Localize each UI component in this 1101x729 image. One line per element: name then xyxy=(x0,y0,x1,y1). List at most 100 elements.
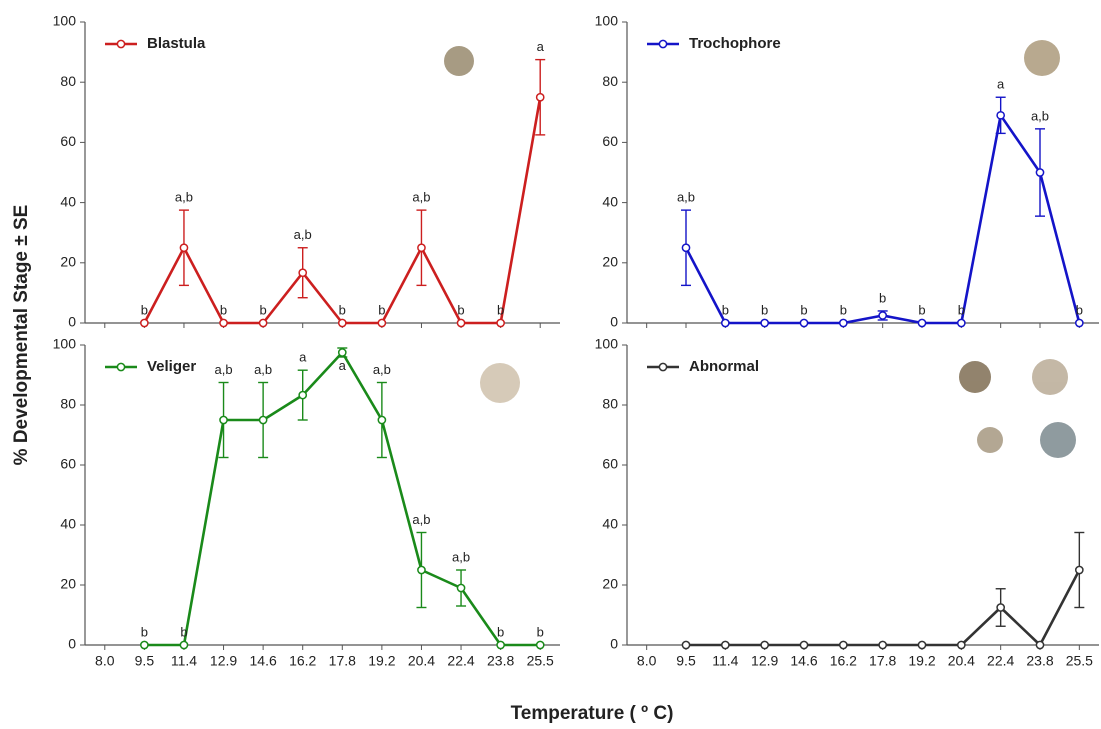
marker xyxy=(996,110,1006,120)
marker xyxy=(535,92,545,102)
significance-label: b xyxy=(497,624,504,639)
marker xyxy=(760,318,770,328)
marker xyxy=(337,348,347,357)
marker xyxy=(298,268,308,278)
marker xyxy=(337,318,347,328)
significance-label: b xyxy=(339,302,346,317)
marker xyxy=(219,318,228,328)
x-tick-label: 25.5 xyxy=(1066,653,1093,669)
significance-label: a,b xyxy=(1031,108,1049,123)
significance-label: b xyxy=(722,302,729,317)
marker xyxy=(956,640,966,650)
y-tick-label: 60 xyxy=(602,133,618,149)
marker xyxy=(140,318,149,328)
y-tick-label: 60 xyxy=(60,133,76,149)
x-tick-label: 14.6 xyxy=(250,653,277,669)
x-tick-label: 19.2 xyxy=(908,653,935,669)
x-tick-label: 25.5 xyxy=(527,653,554,669)
marker xyxy=(996,603,1006,612)
y-tick-label: 20 xyxy=(602,254,618,270)
significance-label: a,b xyxy=(412,190,430,205)
significance-label: a,b xyxy=(452,549,470,564)
x-tick-label: 16.2 xyxy=(289,653,316,669)
y-tick-label: 60 xyxy=(60,456,76,472)
significance-label: a,b xyxy=(677,190,695,205)
x-tick-label: 8.0 xyxy=(95,653,115,669)
y-tick-label: 80 xyxy=(602,396,618,412)
marker xyxy=(720,318,730,328)
x-tick-label: 9.5 xyxy=(135,653,155,669)
significance-label: b xyxy=(537,624,544,639)
legend-marker xyxy=(116,39,126,49)
marker xyxy=(496,640,505,650)
legend-label: Veliger xyxy=(147,358,196,375)
marker xyxy=(1035,168,1045,177)
significance-label: a xyxy=(299,350,307,365)
x-tick-label: 12.9 xyxy=(751,653,778,669)
y-tick-label: 100 xyxy=(595,13,619,29)
y-tick-label: 20 xyxy=(60,576,76,592)
significance-label: a,b xyxy=(412,512,430,527)
marker xyxy=(258,415,268,425)
significance-label: b xyxy=(141,624,148,639)
marker xyxy=(535,640,545,650)
marker xyxy=(917,318,927,328)
y-tick-label: 80 xyxy=(602,73,618,89)
specimen-images xyxy=(444,40,1076,458)
marker xyxy=(760,640,770,650)
y-tick-label: 0 xyxy=(68,636,76,652)
marker xyxy=(720,640,730,650)
significance-label: b xyxy=(220,302,227,317)
specimen xyxy=(480,363,520,403)
significance-label: b xyxy=(800,302,807,317)
legend-label: Blastula xyxy=(147,35,206,52)
marker xyxy=(258,318,268,328)
y-tick-label: 100 xyxy=(595,336,619,352)
x-tick-label: 19.2 xyxy=(368,653,395,669)
marker xyxy=(1074,318,1084,328)
marker xyxy=(496,318,505,328)
marker xyxy=(1035,640,1045,650)
marker xyxy=(681,640,691,650)
series-line xyxy=(143,97,542,325)
specimen xyxy=(1024,40,1060,76)
marker xyxy=(179,640,189,650)
specimen xyxy=(1032,359,1068,395)
significance-label: b xyxy=(260,302,267,317)
significance-label: a,b xyxy=(294,227,312,242)
x-tick-label: 11.4 xyxy=(712,653,738,669)
x-tick-label: 23.8 xyxy=(1026,653,1053,669)
y-tick-label: 40 xyxy=(60,516,76,532)
legend-label: Abnormal xyxy=(689,358,759,375)
significance-label: b xyxy=(141,302,148,317)
x-tick-label: 9.5 xyxy=(676,653,696,669)
legend-marker xyxy=(116,362,126,372)
marker xyxy=(917,640,927,650)
marker xyxy=(799,318,809,328)
significance-label: a,b xyxy=(373,362,391,377)
y-tick-label: 0 xyxy=(68,314,76,330)
significance-label: b xyxy=(180,624,187,639)
marker xyxy=(377,318,387,328)
y-tick-label: 100 xyxy=(53,13,77,29)
significance-label: a,b xyxy=(175,190,193,205)
specimen xyxy=(959,361,991,393)
y-tick-label: 40 xyxy=(60,193,76,209)
y-axis-label: % Developmental Stage ± SE xyxy=(11,205,32,466)
legend-marker xyxy=(658,362,668,372)
x-axis-label: Temperature ( º C) xyxy=(511,703,674,724)
marker xyxy=(878,311,888,320)
marker xyxy=(219,415,228,425)
marker xyxy=(140,640,149,650)
y-tick-label: 20 xyxy=(60,254,76,270)
x-tick-label: 12.9 xyxy=(210,653,237,669)
x-tick-label: 22.4 xyxy=(987,653,1014,669)
marker xyxy=(878,640,888,650)
marker xyxy=(681,243,691,253)
significance-label: b xyxy=(497,302,504,317)
x-tick-label: 17.8 xyxy=(329,653,356,669)
marker xyxy=(298,390,308,400)
marker xyxy=(1074,565,1084,575)
significance-label: b xyxy=(378,302,385,317)
